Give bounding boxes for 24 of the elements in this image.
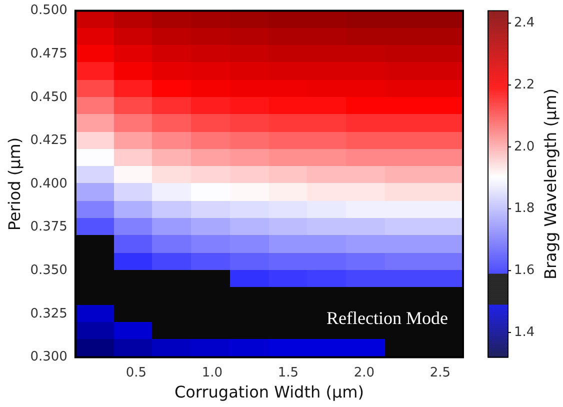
x-tick-label: 2.5 [430, 365, 451, 380]
color-bar-label: 2.4 [514, 16, 535, 31]
color-bar-label: 2.0 [514, 139, 535, 154]
x-axis-title: Corrugation Width (µm) [174, 382, 364, 402]
y-tick-label: 0.325 [30, 306, 68, 322]
annotation: Reflection Mode [326, 308, 448, 328]
y-tick-label: 0.350 [30, 262, 68, 278]
y-tick-label: 0.400 [30, 176, 68, 192]
x-tick-label: 2.0 [354, 365, 375, 380]
y-tick-label: 0.375 [30, 220, 68, 235]
y-tick-label: 0.300 [30, 350, 68, 365]
color-bar-label: 1.8 [514, 201, 535, 216]
color-bar-label: 1.6 [514, 262, 535, 278]
y-axis-title: Period (µm) [4, 137, 24, 231]
y-tick-label: 0.425 [30, 133, 68, 148]
color-bar-label: 1.4 [514, 324, 535, 340]
y-tick-label: 0.500 [30, 3, 68, 18]
color-bar-label: 2.2 [514, 77, 535, 92]
y-tick-label: 0.475 [30, 46, 68, 62]
x-tick-label: 1.0 [202, 365, 223, 380]
color-bar-title: Bragg Wavelength (µm) [541, 88, 560, 280]
y-tick-label: 0.450 [30, 90, 68, 105]
x-tick-label: 0.5 [126, 365, 147, 380]
x-tick-label: 1.5 [278, 365, 299, 380]
